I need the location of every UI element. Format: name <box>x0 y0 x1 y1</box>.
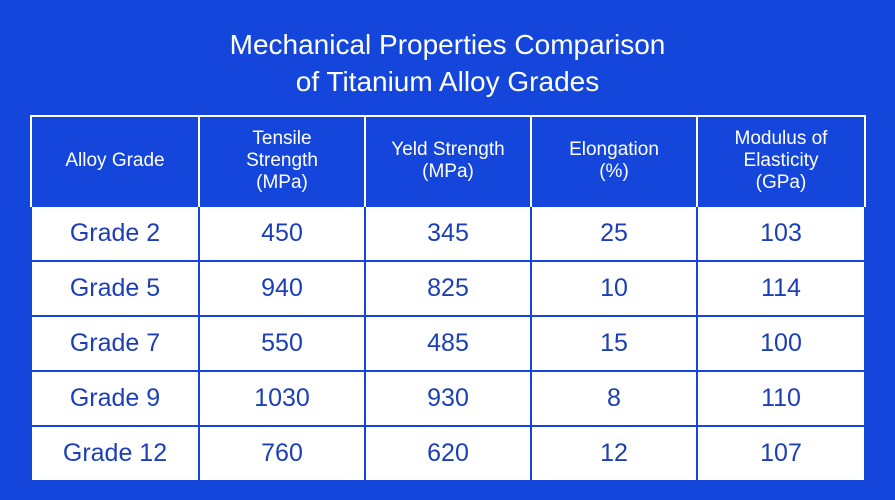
header-elongation: Elongation (%) <box>530 115 698 206</box>
cell-yield-strength: 930 <box>364 370 532 427</box>
cell-alloy-grade: Grade 2 <box>30 205 200 262</box>
cell-elongation: 12 <box>530 425 698 482</box>
cell-elongation: 8 <box>530 370 698 427</box>
cell-tensile-strength: 550 <box>198 315 366 372</box>
cell-modulus: 110 <box>696 370 866 427</box>
header-modulus-of-elasticity: Modulus of Elasticity (GPa) <box>696 115 866 206</box>
header-row: Alloy Grade Tensile Strength (MPa) Yeld … <box>30 115 866 206</box>
cell-tensile-strength: 450 <box>198 205 366 262</box>
header-alloy-grade: Alloy Grade <box>30 115 200 206</box>
cell-tensile-strength: 760 <box>198 425 366 482</box>
table-row: Grade 9 1030 930 8 110 <box>30 370 866 427</box>
header-yield-strength: Yeld Strength (MPa) <box>364 115 532 206</box>
cell-yield-strength: 825 <box>364 260 532 317</box>
cell-elongation: 15 <box>530 315 698 372</box>
cell-alloy-grade: Grade 5 <box>30 260 200 317</box>
table-row: Grade 7 550 485 15 100 <box>30 315 866 372</box>
chart-title-line-2: of Titanium Alloy Grades <box>295 66 600 97</box>
table-row: Grade 12 760 620 12 107 <box>30 425 866 482</box>
cell-elongation: 10 <box>530 260 698 317</box>
cell-modulus: 103 <box>696 205 866 262</box>
table-row: Grade 2 450 345 25 103 <box>30 205 866 262</box>
chart-title: Mechanical Properties Comparison of Tita… <box>0 26 895 100</box>
cell-modulus: 100 <box>696 315 866 372</box>
table-row: Grade 5 940 825 10 114 <box>30 260 866 317</box>
cell-yield-strength: 345 <box>364 205 532 262</box>
cell-modulus: 114 <box>696 260 866 317</box>
cell-modulus: 107 <box>696 425 866 482</box>
cell-elongation: 25 <box>530 205 698 262</box>
header-tensile-strength: Tensile Strength (MPa) <box>198 115 366 206</box>
cell-alloy-grade: Grade 12 <box>30 425 200 482</box>
cell-alloy-grade: Grade 7 <box>30 315 200 372</box>
cell-yield-strength: 620 <box>364 425 532 482</box>
cell-tensile-strength: 940 <box>198 260 366 317</box>
cell-alloy-grade: Grade 9 <box>30 370 200 427</box>
cell-yield-strength: 485 <box>364 315 532 372</box>
chart-title-line-1: Mechanical Properties Comparison <box>229 29 666 60</box>
cell-tensile-strength: 1030 <box>198 370 366 427</box>
properties-table: Alloy Grade Tensile Strength (MPa) Yeld … <box>30 115 866 482</box>
